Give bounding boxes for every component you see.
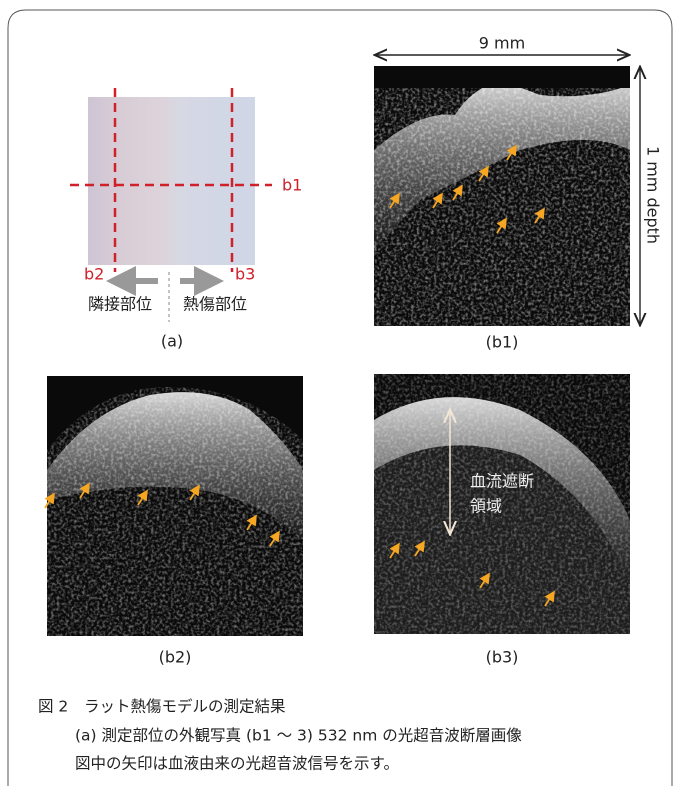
caption-line: (a) 測定部位の外観写真 (b1 ～ 3) 532 nm の光超音波断層画像 [75, 727, 522, 745]
line-label: b3 [235, 265, 255, 284]
line-label: b1 [282, 176, 302, 195]
caption-label: 図 2 [38, 698, 68, 716]
panel-b3: 血流遮断 領域 (b3) [374, 374, 630, 667]
scale-label: 1 mm depth [644, 146, 663, 244]
panel-b1: 9 mm 1 mm depth (b1) [374, 34, 663, 352]
scale-label: 9 mm [479, 34, 525, 53]
panel-caption: (a) [161, 332, 183, 351]
caption-line: 図中の矢印は血液由来の光超音波信号を示す。 [75, 755, 399, 773]
annotation: 血流遮断 [470, 472, 534, 491]
region-label: 隣接部位 [88, 295, 152, 314]
line-label: b2 [84, 265, 104, 284]
panel-caption: (b1) [486, 333, 519, 352]
annotation: 領域 [470, 497, 502, 516]
photo [88, 97, 255, 265]
figure: b1 b2 b3 隣接部位 熱傷部位 (a) 9 mm 1 mm depth (… [0, 0, 680, 786]
panel-caption: (b2) [159, 648, 192, 667]
panel-a: b1 b2 b3 隣接部位 熱傷部位 (a) [70, 88, 302, 351]
caption-title: ラット熱傷モデルの測定結果 [84, 697, 286, 716]
region-label: 熱傷部位 [183, 295, 247, 314]
page: b1 b2 b3 隣接部位 熱傷部位 (a) 9 mm 1 mm depth (… [0, 0, 680, 786]
panel-b2: (b2) [47, 376, 303, 667]
panel-caption: (b3) [486, 648, 519, 667]
